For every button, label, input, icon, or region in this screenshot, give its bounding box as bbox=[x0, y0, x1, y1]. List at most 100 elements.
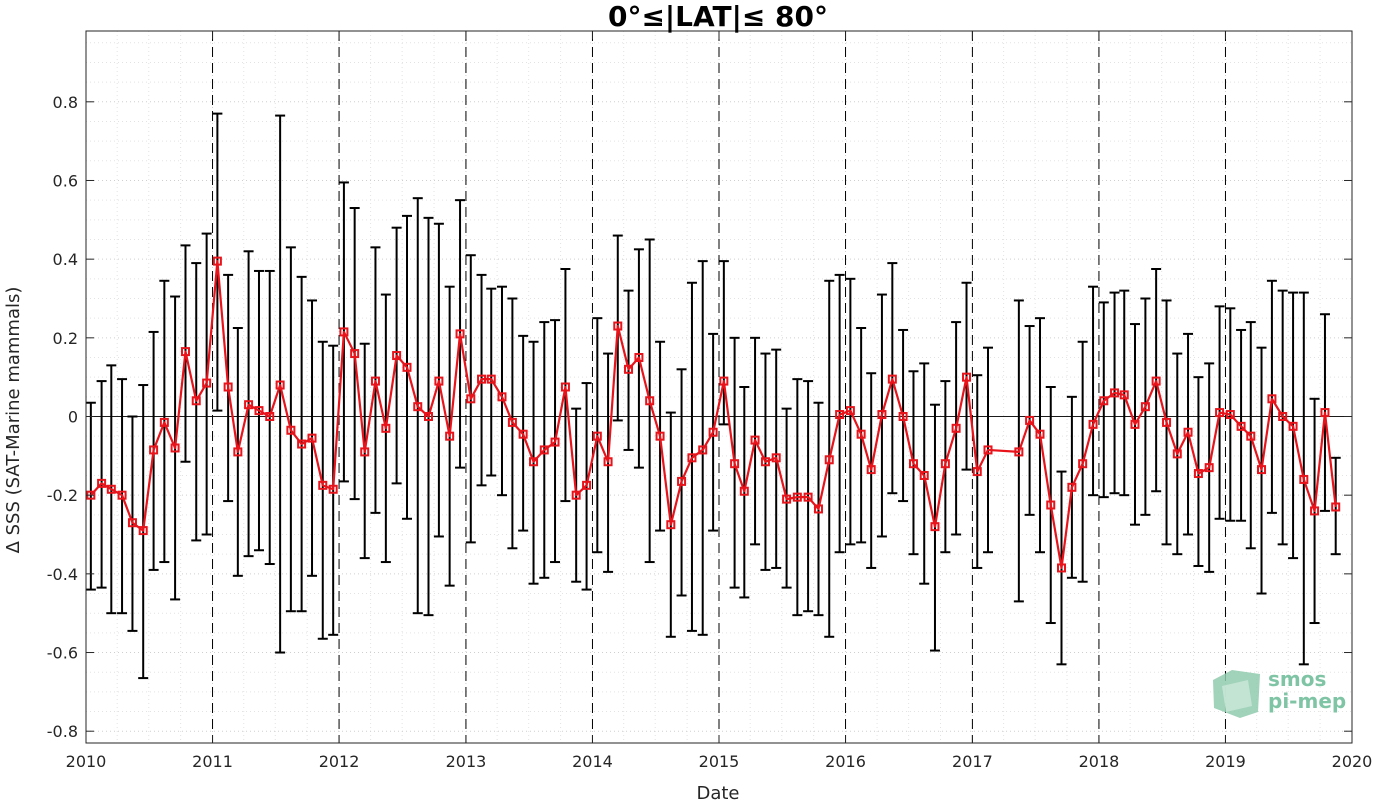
series-point bbox=[180, 347, 190, 357]
series-point bbox=[477, 374, 487, 384]
series-point bbox=[507, 417, 517, 427]
series-point bbox=[339, 327, 349, 337]
series-point bbox=[666, 520, 676, 530]
series-point bbox=[1183, 427, 1193, 437]
series-point bbox=[603, 457, 613, 467]
x-tick-label: 2015 bbox=[699, 752, 740, 771]
series-point bbox=[1225, 410, 1235, 420]
series-point bbox=[835, 410, 845, 420]
series-point bbox=[518, 429, 528, 439]
series-point bbox=[866, 465, 876, 475]
series-point bbox=[792, 492, 802, 502]
series-point bbox=[951, 423, 961, 433]
y-tick-label: -0.6 bbox=[47, 644, 78, 663]
series-point bbox=[275, 380, 285, 390]
series-point bbox=[582, 480, 592, 490]
series-point bbox=[455, 329, 465, 339]
y-tick-label: -0.4 bbox=[47, 565, 78, 584]
series-point bbox=[687, 453, 697, 463]
series-point bbox=[1267, 394, 1277, 404]
series-point bbox=[771, 453, 781, 463]
series-point bbox=[782, 494, 792, 504]
series-point bbox=[1035, 429, 1045, 439]
series-point bbox=[1025, 415, 1035, 425]
series-point bbox=[739, 486, 749, 496]
series-point bbox=[645, 396, 655, 406]
series-point bbox=[983, 445, 993, 455]
series-point bbox=[845, 406, 855, 416]
x-tick-label: 2013 bbox=[446, 752, 487, 771]
series-point bbox=[592, 431, 602, 441]
x-tick-label: 2011 bbox=[192, 752, 233, 771]
series-point bbox=[1310, 506, 1320, 516]
series-point bbox=[1278, 412, 1288, 422]
series-markers bbox=[86, 256, 1341, 573]
series-point bbox=[486, 374, 496, 384]
series-point bbox=[381, 423, 391, 433]
y-tick-label: 0.4 bbox=[53, 250, 78, 269]
chart-title: 0°≤|LAT|≤ 80° bbox=[608, 0, 828, 33]
series-point bbox=[824, 455, 834, 465]
axis-ticks bbox=[85, 31, 1353, 743]
series-point bbox=[803, 492, 813, 502]
series-point bbox=[138, 526, 148, 536]
series-point bbox=[550, 437, 560, 447]
series-point bbox=[813, 504, 823, 514]
series-point bbox=[698, 445, 708, 455]
series-point bbox=[265, 412, 275, 422]
y-tick-label: 0 bbox=[68, 408, 78, 427]
series-point bbox=[634, 352, 644, 362]
series-point bbox=[423, 412, 433, 422]
series-point bbox=[1236, 421, 1246, 431]
y-tick-label: -0.8 bbox=[47, 722, 78, 741]
series-point bbox=[1119, 390, 1129, 400]
series-point bbox=[212, 256, 222, 266]
series-point bbox=[1014, 447, 1024, 457]
series-point bbox=[1172, 449, 1182, 459]
logo-line2: pi-mep bbox=[1268, 689, 1346, 713]
series-point bbox=[1215, 408, 1225, 418]
series-point bbox=[560, 382, 570, 392]
x-tick-label: 2012 bbox=[319, 752, 360, 771]
series-point bbox=[655, 431, 665, 441]
series-point bbox=[919, 471, 929, 481]
year-markers bbox=[212, 31, 1226, 743]
series-point bbox=[1299, 474, 1309, 484]
series-point bbox=[1162, 417, 1172, 427]
series-point bbox=[233, 447, 243, 457]
series-point bbox=[1288, 421, 1298, 431]
series-point bbox=[350, 349, 360, 359]
series-point bbox=[1140, 402, 1150, 412]
series-point bbox=[1088, 419, 1098, 429]
x-axis-label: Date bbox=[696, 783, 739, 801]
series-point bbox=[307, 433, 317, 443]
series-point bbox=[624, 364, 634, 374]
series-point bbox=[1078, 459, 1088, 469]
series-point bbox=[1246, 431, 1256, 441]
series-point bbox=[750, 435, 760, 445]
x-tick-label: 2019 bbox=[1205, 752, 1246, 771]
series-point bbox=[1067, 482, 1077, 492]
series-point bbox=[887, 374, 897, 384]
series-point bbox=[677, 476, 687, 486]
series-point bbox=[466, 394, 476, 404]
series-point bbox=[529, 457, 539, 467]
series-point bbox=[191, 396, 201, 406]
series-point bbox=[392, 351, 402, 361]
y-tick-label: 0.6 bbox=[53, 171, 78, 190]
logo-line1: smos bbox=[1268, 667, 1326, 691]
series-point bbox=[1257, 465, 1267, 475]
series-point bbox=[370, 376, 380, 386]
series-point bbox=[730, 459, 740, 469]
series-point bbox=[413, 402, 423, 412]
series-line bbox=[90, 260, 1337, 570]
series-point bbox=[97, 478, 107, 488]
series-point bbox=[223, 382, 233, 392]
y-tick-labels: -0.8 -0.6 -0.4 -0.2 0 0.2 0.4 0.6 0.8 bbox=[47, 93, 78, 741]
x-tick-label: 2018 bbox=[1079, 752, 1120, 771]
series-point bbox=[106, 484, 116, 494]
series-point bbox=[402, 362, 412, 372]
series-point bbox=[1130, 419, 1140, 429]
series-point bbox=[297, 439, 307, 449]
series-point bbox=[254, 406, 264, 416]
